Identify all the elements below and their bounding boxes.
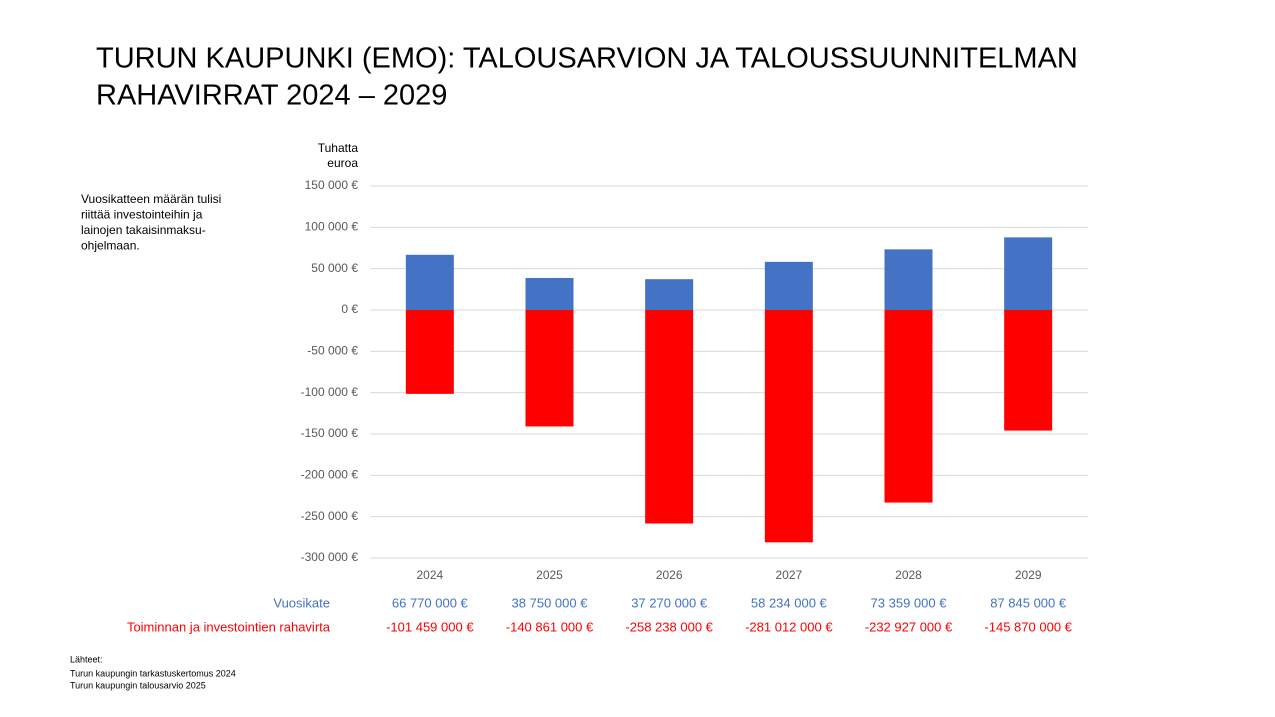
y-tick-label: -300 000 € <box>301 550 359 564</box>
y-tick-label: -250 000 € <box>301 509 359 523</box>
legend-label: Vuosikate <box>273 595 330 610</box>
x-tick-label: 2028 <box>895 568 922 582</box>
bar <box>405 310 454 394</box>
sources-title: Lähteet: <box>70 654 103 664</box>
y-tick-label: 100 000 € <box>305 220 359 234</box>
table-value: 37 270 000 € <box>631 595 708 610</box>
x-tick-label: 2025 <box>536 568 563 582</box>
table-value: 38 750 000 € <box>512 595 589 610</box>
table-value: -140 861 000 € <box>506 619 594 634</box>
table-value: 73 359 000 € <box>871 595 948 610</box>
table-value: 87 845 000 € <box>990 595 1067 610</box>
source: Turun kaupungin talousarvio 2025 <box>70 680 206 690</box>
y-tick-label: -200 000 € <box>301 468 359 482</box>
chart-title: RAHAVIRRAT 2024 – 2029 <box>96 80 447 112</box>
y-tick-label: -50 000 € <box>307 344 358 358</box>
bar <box>764 310 813 543</box>
annotation: Vuosikatteen määrän tulisi <box>81 192 221 206</box>
bar <box>405 254 454 310</box>
legend-label: Toiminnan ja investointien rahavirta <box>127 619 331 634</box>
bar <box>525 310 574 427</box>
bar <box>1004 237 1053 310</box>
y-tick-label: 50 000 € <box>311 261 358 275</box>
annotation: riittää investointeihin ja <box>81 208 203 222</box>
y-tick-label: -150 000 € <box>301 426 359 440</box>
bar <box>645 279 694 310</box>
y-axis-label: Tuhatta <box>318 141 359 155</box>
bar <box>884 249 933 310</box>
x-tick-label: 2027 <box>775 568 802 582</box>
table-value: -258 238 000 € <box>625 619 713 634</box>
bar <box>525 277 574 310</box>
y-tick-label: 0 € <box>341 302 358 316</box>
y-tick-label: -100 000 € <box>301 385 359 399</box>
x-tick-label: 2029 <box>1015 568 1042 582</box>
table-value: -101 459 000 € <box>386 619 474 634</box>
x-tick-label: 2024 <box>416 568 443 582</box>
y-axis-label: euroa <box>327 156 358 170</box>
y-tick-label: 150 000 € <box>305 178 359 192</box>
table-value: 66 770 000 € <box>392 595 469 610</box>
table-value: 58 234 000 € <box>751 595 828 610</box>
bar <box>884 310 933 503</box>
annotation: ohjelmaan. <box>81 239 140 253</box>
x-tick-label: 2026 <box>656 568 683 582</box>
table-value: -281 012 000 € <box>745 619 833 634</box>
annotation: lainojen takaisinmaksu- <box>81 223 206 237</box>
bar <box>645 310 694 524</box>
bar <box>764 261 813 310</box>
table-value: -145 870 000 € <box>984 619 1072 634</box>
chart-title: TURUN KAUPUNKI (EMO): TALOUSARVION JA TA… <box>96 43 1078 75</box>
table-value: -232 927 000 € <box>865 619 953 634</box>
bar <box>1004 310 1053 431</box>
source: Turun kaupungin tarkastuskertomus 2024 <box>70 668 236 678</box>
